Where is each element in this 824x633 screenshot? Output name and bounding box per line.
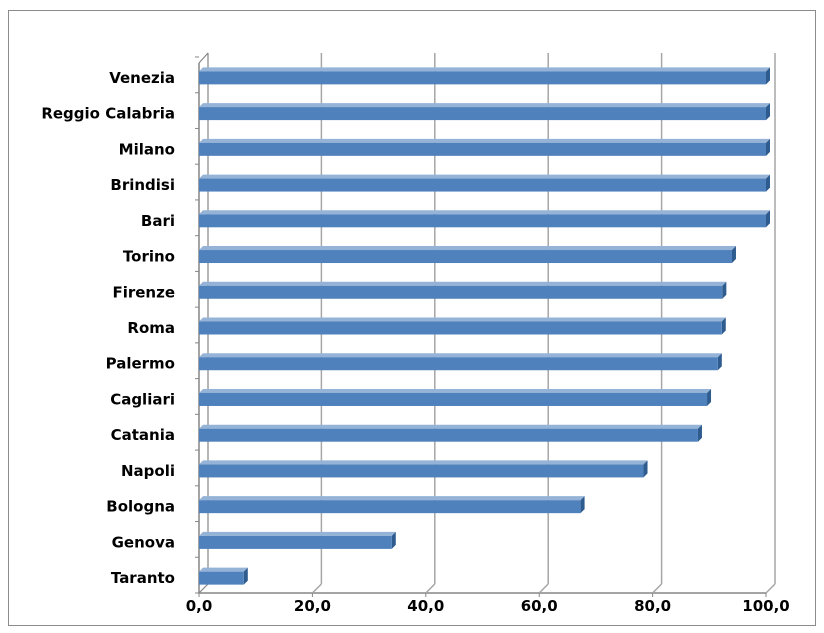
bar-top <box>199 281 727 286</box>
category-label: Cagliari <box>110 390 175 408</box>
bar <box>199 178 766 192</box>
bar-top <box>199 388 712 393</box>
bar-top <box>199 496 585 501</box>
bar-top <box>199 353 722 358</box>
bar-end <box>721 317 726 335</box>
bar-end <box>722 281 727 299</box>
bar <box>199 571 244 585</box>
bar <box>199 321 722 335</box>
bar-top <box>199 103 770 108</box>
bar <box>199 357 718 371</box>
bar <box>199 500 581 514</box>
bar-end <box>391 531 396 549</box>
category-label: Bari <box>141 212 175 230</box>
bar-end <box>766 210 770 228</box>
category-label: Roma <box>127 319 175 337</box>
bar-end <box>697 424 702 442</box>
category-label: Taranto <box>111 569 175 587</box>
category-label: Bologna <box>106 498 175 516</box>
gridline-floor <box>425 583 436 594</box>
bar-end <box>766 103 770 121</box>
bar-top <box>199 67 770 72</box>
bar <box>199 71 766 85</box>
bar-end <box>766 138 770 156</box>
gridline-floor <box>765 583 776 594</box>
bar <box>199 250 732 264</box>
bar-top <box>199 210 770 215</box>
bar <box>199 107 766 121</box>
bar <box>199 142 766 156</box>
x-tick-label: 100,0 <box>742 597 789 615</box>
bar-top <box>199 531 396 536</box>
gridline-floor <box>652 583 663 594</box>
category-label: Reggio Calabria <box>41 105 175 123</box>
category-label: Palermo <box>106 355 175 373</box>
bar <box>199 392 708 406</box>
category-label: Venezia <box>109 69 175 87</box>
x-tick-label: 40,0 <box>407 597 444 615</box>
category-label: Milano <box>119 140 175 158</box>
gridline-floor <box>311 583 322 594</box>
bar-top <box>199 174 770 179</box>
x-tick-label: 0,0 <box>186 597 213 615</box>
bar-end <box>717 353 722 371</box>
bar-end <box>580 496 585 514</box>
category-label: Firenze <box>112 283 175 301</box>
bar-end <box>766 67 770 85</box>
bar-end <box>243 567 248 585</box>
bar-top <box>199 460 648 465</box>
bar <box>199 214 766 228</box>
category-label: Napoli <box>121 462 175 480</box>
bar-top <box>199 424 702 429</box>
bar-top <box>199 317 726 322</box>
bar <box>199 285 723 299</box>
bar <box>199 464 644 478</box>
x-tick-label: 80,0 <box>634 597 671 615</box>
bar-end <box>766 174 770 192</box>
bar-top <box>199 138 770 143</box>
category-label: Torino <box>123 248 175 266</box>
bar-end <box>643 460 648 478</box>
bar <box>199 428 698 442</box>
bar-end <box>731 246 736 264</box>
x-tick-label: 60,0 <box>521 597 558 615</box>
x-tick-label: 20,0 <box>294 597 331 615</box>
category-label: Catania <box>111 426 175 444</box>
category-label: Genova <box>112 533 175 551</box>
gridline-floor <box>538 583 549 594</box>
bar-top <box>199 567 248 572</box>
category-label: Brindisi <box>110 176 175 194</box>
floor-edge <box>198 583 209 594</box>
bar-end <box>707 388 712 406</box>
bar-top <box>199 246 736 251</box>
left-wall-top <box>198 52 209 64</box>
bar <box>199 535 392 549</box>
